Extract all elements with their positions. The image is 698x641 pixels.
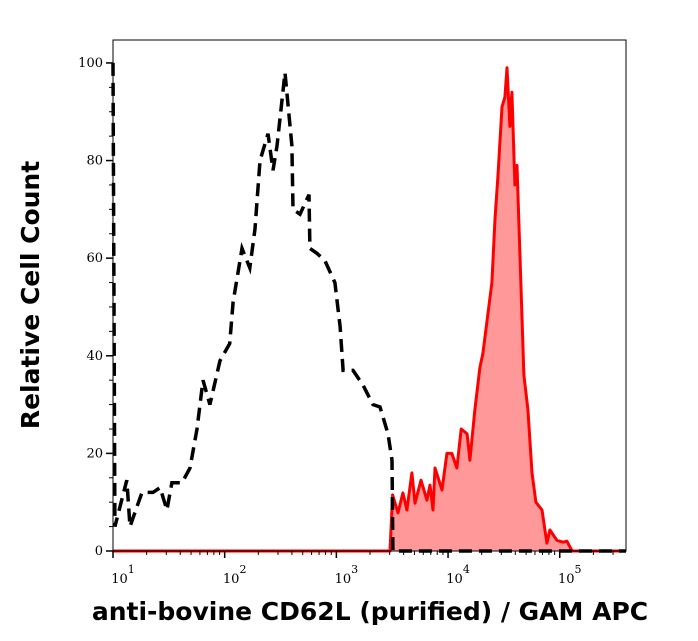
x-tick-exponent: 1 bbox=[128, 563, 135, 576]
y-axis-title: Relative Cell Count bbox=[16, 161, 45, 429]
y-tick-label: 20 bbox=[86, 446, 103, 461]
x-tick-label: 102 bbox=[223, 563, 247, 587]
x-tick-exponent: 3 bbox=[351, 563, 358, 576]
x-tick-label: 103 bbox=[335, 563, 359, 587]
y-tick-label: 100 bbox=[78, 56, 103, 71]
x-tick-exponent: 5 bbox=[575, 563, 582, 576]
y-tick-label: 80 bbox=[86, 154, 103, 169]
x-tick-label: 104 bbox=[446, 563, 470, 587]
x-tick-base: 10 bbox=[223, 572, 240, 587]
plot-frame bbox=[112, 39, 627, 552]
y-tick-label: 40 bbox=[86, 349, 103, 364]
x-tick-label: 105 bbox=[558, 563, 582, 587]
x-tick-label: 101 bbox=[111, 563, 135, 587]
x-tick-base: 10 bbox=[335, 572, 352, 587]
y-tick-label: 0 bbox=[95, 544, 103, 559]
x-tick-exponent: 4 bbox=[463, 563, 470, 576]
y-tick-label: 60 bbox=[86, 251, 103, 266]
series-fill-area bbox=[113, 67, 626, 552]
x-tick-exponent: 2 bbox=[239, 563, 246, 576]
series-layer bbox=[111, 62, 626, 553]
x-tick-base: 10 bbox=[446, 572, 463, 587]
x-tick-base: 10 bbox=[558, 572, 575, 587]
series-line-control bbox=[111, 62, 626, 553]
series-line-stained bbox=[113, 66, 626, 553]
x-tick-base: 10 bbox=[111, 572, 128, 587]
x-axis-title: anti-bovine CD62L (purified) / GAM APC bbox=[92, 597, 648, 626]
